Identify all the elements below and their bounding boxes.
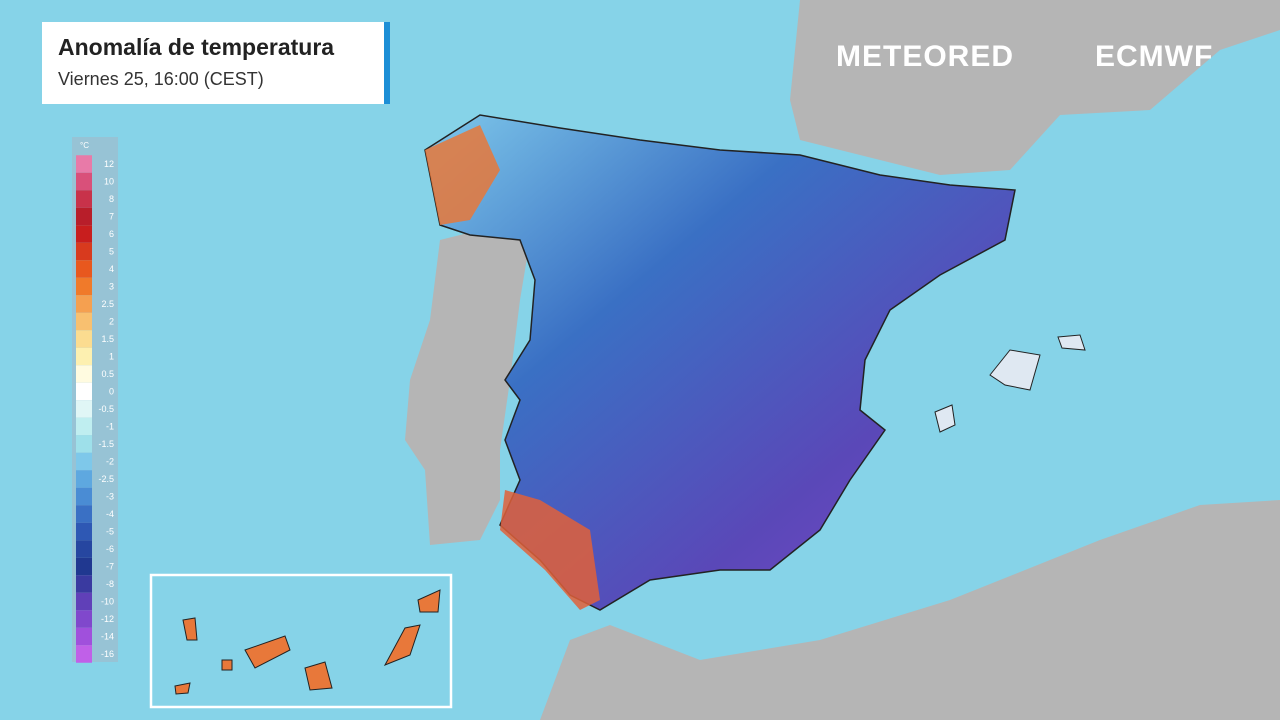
- legend-swatch: [76, 225, 92, 243]
- legend-swatch: [76, 155, 92, 173]
- legend-swatch: [76, 522, 92, 541]
- france-land: [790, 0, 1280, 175]
- legend-swatch: [76, 417, 92, 436]
- warm-southwest: [500, 490, 600, 610]
- africa-land: [540, 500, 1280, 720]
- legend-swatch: [76, 382, 92, 401]
- legend-label: -4: [106, 509, 114, 519]
- legend-swatch: [76, 610, 92, 628]
- legend-swatch: [76, 470, 92, 488]
- legend: °C 12 10 8 7 6 5 4 3 2.5 2 1.5 1 0.5 0 -0.5 -1 -1.5 -2 -2.…: [72, 137, 118, 663]
- legend-label: -2.5: [98, 474, 114, 484]
- legend-label: -2: [106, 457, 114, 467]
- title: Anomalía de temperatura: [58, 34, 335, 60]
- brand-logo: ECMWF: [1095, 40, 1214, 73]
- legend-label: 1: [109, 352, 114, 362]
- legend-label: -12: [101, 614, 114, 624]
- legend-label: -7: [106, 562, 114, 572]
- legend-swatch: [76, 330, 92, 348]
- legend-label: 7: [109, 212, 114, 222]
- balearic-islands: [934, 334, 1086, 433]
- canary-islands: [174, 589, 441, 695]
- legend-label: 2: [109, 317, 114, 327]
- legend-label: -6: [106, 544, 114, 554]
- legend-swatch: [76, 540, 92, 558]
- legend-label: 2.5: [101, 299, 114, 309]
- legend-label: 1.5: [101, 334, 114, 344]
- legend-swatch: [76, 645, 92, 663]
- legend-swatch: [76, 627, 92, 646]
- legend-label: -5: [106, 527, 114, 537]
- legend-swatch: [76, 190, 92, 208]
- legend-label: 5: [109, 247, 114, 257]
- legend-label: 0.5: [101, 369, 114, 379]
- legend-swatch: [76, 207, 92, 226]
- legend-swatch: [76, 435, 92, 453]
- legend-label: -0.5: [98, 404, 114, 414]
- brand-logo: METEORED: [836, 40, 1015, 73]
- title-box: Anomalía de temperatura Viernes 25, 16:0…: [42, 22, 390, 104]
- legend-swatch: [76, 592, 92, 611]
- canary-inset: [149, 573, 453, 709]
- legend-label: 8: [109, 194, 114, 204]
- legend-swatch: [76, 487, 92, 506]
- legend-swatch: [76, 365, 92, 383]
- legend-swatch: [76, 557, 92, 576]
- legend-label: -14: [101, 632, 114, 642]
- subtitle: Viernes 25, 16:00 (CEST): [58, 69, 264, 89]
- legend-swatch: [76, 505, 92, 523]
- legend-label: -16: [101, 649, 114, 659]
- legend-swatch: [76, 312, 92, 331]
- legend-label: 4: [109, 264, 114, 274]
- legend-label: 3: [109, 282, 114, 292]
- legend-label: 0: [109, 387, 114, 397]
- legend-label: 6: [109, 229, 114, 239]
- spain-land: [424, 114, 1016, 611]
- legend-swatch: [76, 575, 92, 593]
- legend-label: -8: [106, 579, 114, 589]
- legend-swatch: [76, 242, 92, 261]
- legend-label: -1: [106, 422, 114, 432]
- legend-swatch: [76, 400, 92, 418]
- legend-swatch: [76, 347, 92, 366]
- legend-label: -10: [101, 597, 114, 607]
- legend-label: -3: [106, 492, 114, 502]
- legend-swatch: [76, 260, 92, 278]
- legend-swatch: [76, 172, 92, 191]
- warm-galicia: [425, 125, 500, 225]
- legend-swatch: [76, 295, 92, 313]
- legend-unit: °C: [80, 141, 89, 150]
- portugal-land: [405, 230, 530, 545]
- legend-swatch: [76, 452, 92, 471]
- legend-label: 10: [104, 177, 114, 187]
- legend-label: 12: [104, 159, 114, 169]
- legend-label: -1.5: [98, 439, 114, 449]
- legend-swatch: [76, 277, 92, 296]
